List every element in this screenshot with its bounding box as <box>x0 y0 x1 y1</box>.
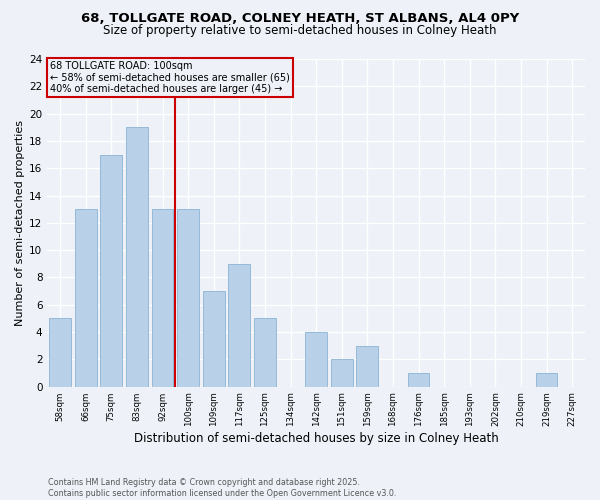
Bar <box>203 291 224 386</box>
Bar <box>152 209 173 386</box>
Bar <box>536 373 557 386</box>
Bar <box>100 154 122 386</box>
X-axis label: Distribution of semi-detached houses by size in Colney Heath: Distribution of semi-detached houses by … <box>134 432 499 445</box>
Bar <box>331 360 353 386</box>
Text: 68, TOLLGATE ROAD, COLNEY HEATH, ST ALBANS, AL4 0PY: 68, TOLLGATE ROAD, COLNEY HEATH, ST ALBA… <box>81 12 519 26</box>
Bar <box>75 209 97 386</box>
Y-axis label: Number of semi-detached properties: Number of semi-detached properties <box>15 120 25 326</box>
Bar <box>177 209 199 386</box>
Bar <box>49 318 71 386</box>
Text: Contains HM Land Registry data © Crown copyright and database right 2025.
Contai: Contains HM Land Registry data © Crown c… <box>48 478 397 498</box>
Bar <box>407 373 430 386</box>
Bar <box>356 346 378 387</box>
Bar <box>305 332 327 386</box>
Text: Size of property relative to semi-detached houses in Colney Heath: Size of property relative to semi-detach… <box>103 24 497 37</box>
Text: 68 TOLLGATE ROAD: 100sqm
← 58% of semi-detached houses are smaller (65)
40% of s: 68 TOLLGATE ROAD: 100sqm ← 58% of semi-d… <box>50 60 290 94</box>
Bar <box>254 318 276 386</box>
Bar <box>126 128 148 386</box>
Bar <box>229 264 250 386</box>
